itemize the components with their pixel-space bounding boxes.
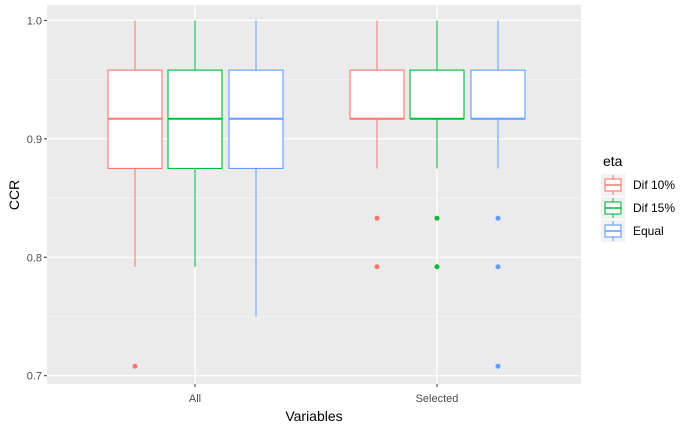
- y-tick-label: 1.0: [27, 15, 42, 27]
- box-equal-all: [228, 20, 284, 317]
- y-tick-label: 0.9: [27, 134, 42, 146]
- outlier-point: [495, 264, 501, 270]
- legend-label: Dif 15%: [633, 201, 675, 215]
- outlier-point: [374, 264, 380, 270]
- box-body: [470, 69, 526, 120]
- y-axis-title: CCR: [6, 180, 22, 210]
- box-body: [349, 69, 405, 120]
- legend-label: Dif 10%: [633, 178, 675, 192]
- panel-background: [47, 5, 581, 384]
- legend-item: Dif 15%: [601, 197, 675, 219]
- legend-item: Dif 10%: [601, 174, 675, 196]
- outlier-point: [434, 215, 440, 221]
- y-tick-label: 0.7: [27, 371, 42, 383]
- x-tick-label: All: [189, 393, 201, 405]
- box-body: [409, 69, 465, 120]
- outlier-point: [374, 215, 380, 221]
- outlier-point: [434, 264, 440, 270]
- x-axis-title: Variables: [285, 408, 342, 424]
- box-dif-10--selected: [349, 20, 405, 270]
- legend: eta Dif 10% Dif 15% Equal: [601, 153, 675, 242]
- outlier-point: [132, 363, 138, 369]
- outlier-point: [495, 363, 501, 369]
- legend-item: Equal: [601, 220, 664, 242]
- legend-label: Equal: [633, 224, 664, 238]
- box-dif-10--all: [107, 20, 163, 369]
- box-dif-15--all: [167, 20, 223, 267]
- x-tick-label: Selected: [416, 393, 459, 405]
- box-equal-selected: [470, 20, 526, 369]
- legend-title: eta: [603, 153, 623, 169]
- box-dif-15--selected: [409, 20, 465, 270]
- outlier-point: [495, 215, 501, 221]
- y-tick-label: 0.8: [27, 252, 42, 264]
